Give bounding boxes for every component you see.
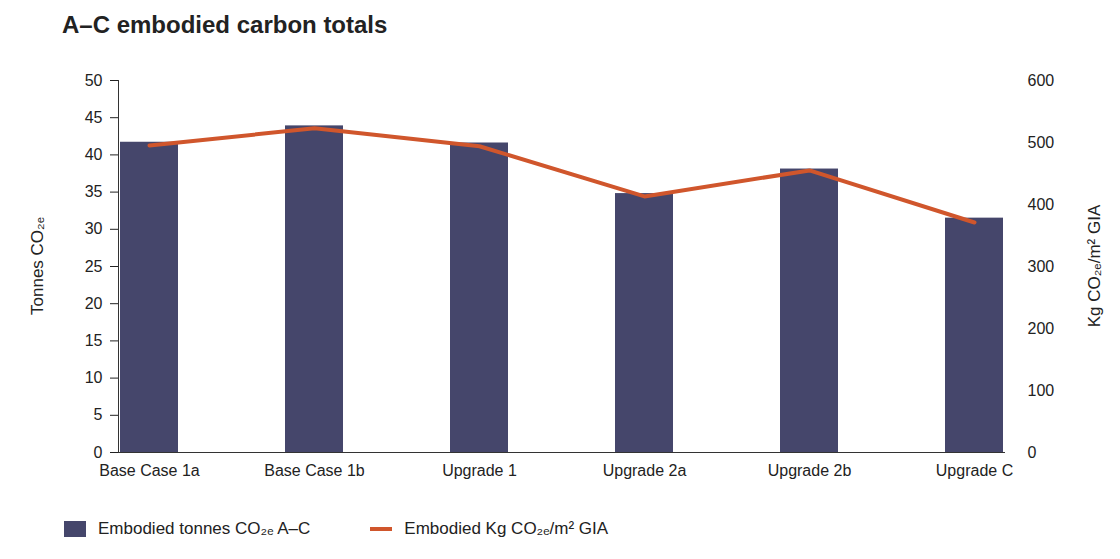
svg-text:40: 40 [85,146,103,163]
html-text:Embodied Kg CO₂ₑ/m² GIA: Embodied Kg CO₂ₑ/m² GIA [404,519,609,538]
svg-text:100: 100 [1028,382,1055,399]
svg-text:30: 30 [85,220,103,237]
svg-text:Upgrade 2b: Upgrade 2b [768,462,852,479]
svg-text:300: 300 [1028,258,1055,275]
html-text:A–C embodied carbon totals: A–C embodied carbon totals [62,11,388,38]
svg-text:50: 50 [85,72,103,89]
svg-text:20: 20 [85,295,103,312]
svg-text:0: 0 [94,444,103,461]
svg-text:10: 10 [85,369,103,386]
svg-text:Upgrade 1: Upgrade 1 [442,462,517,479]
html-text:Embodied tonnes CO₂ₑ A–C: Embodied tonnes CO₂ₑ A–C [98,519,311,538]
svg-text:600: 600 [1028,72,1055,89]
svg-text:45: 45 [85,109,103,126]
svg-text:5: 5 [94,406,103,423]
svg-text:Base Case 1a: Base Case 1a [99,462,200,479]
svg-text:200: 200 [1028,320,1055,337]
svg-text:35: 35 [85,183,103,200]
svg-text:Upgrade 2a: Upgrade 2a [603,462,687,479]
svg-text:Upgrade C: Upgrade C [936,462,1013,479]
svg-text:500: 500 [1028,134,1055,151]
svg-text:0: 0 [1028,444,1037,461]
html-text:Kg CO₂ₑ/m² GIA: Kg CO₂ₑ/m² GIA [1085,204,1104,328]
svg-text:400: 400 [1028,196,1055,213]
svg-text:25: 25 [85,258,103,275]
svg-text:15: 15 [85,332,103,349]
svg-text:Base Case 1b: Base Case 1b [264,462,365,479]
html-text:Tonnes CO₂ₑ: Tonnes CO₂ₑ [28,217,47,315]
